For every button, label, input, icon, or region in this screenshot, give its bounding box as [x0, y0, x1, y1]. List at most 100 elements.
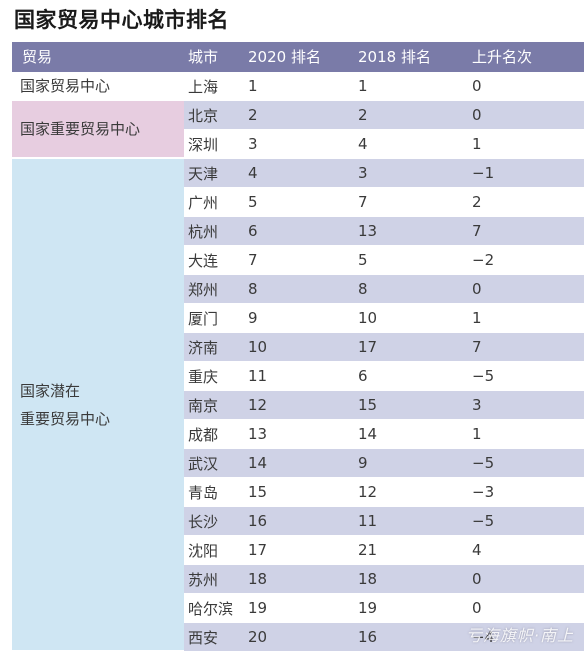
cell-rank-2018: 19	[358, 599, 378, 617]
cell-rank-2018: 2	[358, 106, 368, 124]
cell-rank-2018: 8	[358, 280, 368, 298]
table-row: 济南 10 17 7	[184, 333, 584, 362]
cell-rank-2018: 10	[358, 309, 378, 327]
cell-city: 哈尔滨	[188, 599, 234, 618]
cell-rank-2018: 16	[358, 628, 378, 646]
table-row: 上海 1 1 0	[184, 72, 584, 101]
cell-change: 0	[472, 106, 482, 124]
cell-change: 7	[472, 222, 482, 240]
cell-rank-2018: 6	[358, 367, 368, 385]
table-row: 成都 13 14 1	[184, 420, 584, 449]
cell-rank-2020: 7	[248, 251, 258, 269]
tier-label-line: 国家潜在	[20, 381, 81, 400]
table-row: 杭州 6 13 7	[184, 217, 584, 246]
tier-label: 国家重要贸易中心	[20, 120, 141, 138]
cell-rank-2020: 20	[248, 628, 268, 646]
cell-change: −1	[472, 164, 495, 182]
table-row: 长沙 16 11 −5	[184, 507, 584, 536]
cell-rank-2018: 3	[358, 164, 368, 182]
cell-rank-2020: 16	[248, 512, 268, 530]
cell-city: 郑州	[188, 280, 219, 299]
cell-rank-2018: 5	[358, 251, 368, 269]
header-rank-2020: 2020 排名	[248, 48, 321, 66]
cell-rank-2020: 2	[248, 106, 258, 124]
cell-change: −5	[472, 367, 495, 385]
tier-label-line: 重要贸易中心	[20, 409, 111, 428]
cell-city: 济南	[188, 338, 219, 357]
cell-change: 4	[472, 541, 482, 559]
table-row: 沈阳 17 21 4	[184, 536, 584, 565]
cell-city: 沈阳	[188, 541, 219, 560]
cell-rank-2020: 12	[248, 396, 268, 414]
cell-city: 大连	[188, 251, 219, 270]
cell-city: 苏州	[188, 570, 219, 589]
cell-rank-2018: 1	[358, 77, 368, 95]
cell-rank-2020: 5	[248, 193, 258, 211]
cell-change: 1	[472, 309, 482, 327]
cell-rank-2020: 6	[248, 222, 258, 240]
cell-city: 长沙	[188, 512, 219, 531]
table-row: 厦门 9 10 1	[184, 304, 584, 333]
cell-rank-2018: 21	[358, 541, 378, 559]
cell-rank-2018: 7	[358, 193, 368, 211]
cell-rank-2020: 3	[248, 135, 258, 153]
cell-city: 天津	[188, 164, 219, 183]
table-row: 天津 4 3 −1	[184, 159, 584, 188]
cell-change: 0	[472, 599, 482, 617]
watermark: 亏海旗帜·南上	[465, 626, 574, 645]
cell-city: 深圳	[188, 135, 219, 154]
table-row: 北京 2 2 0	[184, 101, 584, 130]
cell-rank-2018: 15	[358, 396, 378, 414]
cell-city: 厦门	[188, 309, 219, 328]
cell-rank-2018: 4	[358, 135, 368, 153]
cell-city: 杭州	[188, 222, 219, 241]
cell-change: 0	[472, 77, 482, 95]
cell-city: 重庆	[188, 367, 219, 386]
cell-change: −5	[472, 454, 495, 472]
cell-rank-2020: 1	[248, 77, 258, 95]
cell-rank-2018: 12	[358, 483, 378, 501]
table-body: 国家贸易中心 国家重要贸易中心 国家潜在 重要贸易中心 上海 1 1 0 北京 2 2 0 深圳…	[12, 72, 584, 652]
tier-column: 国家贸易中心 国家重要贸易中心 国家潜在 重要贸易中心	[12, 72, 184, 652]
table-row: 苏州 18 18 0	[184, 565, 584, 594]
cell-rank-2020: 19	[248, 599, 268, 617]
tier-national-trade-center: 国家贸易中心	[12, 72, 184, 101]
cell-change: −4	[472, 628, 495, 646]
cell-rank-2020: 8	[248, 280, 258, 298]
cell-city: 北京	[188, 106, 219, 125]
cell-rank-2018: 13	[358, 222, 378, 240]
cell-rank-2020: 4	[248, 164, 258, 182]
cell-change: 0	[472, 570, 482, 588]
cell-rank-2020: 17	[248, 541, 268, 559]
table-row: 大连 7 5 −2	[184, 246, 584, 275]
header-rank-2018: 2018 排名	[358, 48, 431, 66]
table-row: 武汉 14 9 −5	[184, 449, 584, 478]
cell-rank-2018: 17	[358, 338, 378, 356]
tier-national-potential-trade-center: 国家潜在 重要贸易中心	[12, 159, 184, 652]
cell-city: 南京	[188, 396, 219, 415]
cell-rank-2018: 9	[358, 454, 368, 472]
table-row: 西安 20 16 −4	[184, 623, 584, 652]
cell-rank-2020: 10	[248, 338, 268, 356]
table-row: 广州 5 7 2	[184, 188, 584, 217]
cell-city: 上海	[188, 77, 219, 96]
cell-change: −3	[472, 483, 495, 501]
cell-change: 3	[472, 396, 482, 414]
cell-change: 0	[472, 280, 482, 298]
table-row: 哈尔滨 19 19 0	[184, 594, 584, 623]
cell-city: 青岛	[188, 483, 219, 502]
cell-change: −2	[472, 251, 495, 269]
cell-city: 西安	[188, 628, 219, 647]
tier-national-important-trade-center: 国家重要贸易中心	[12, 101, 184, 159]
tier-label-block: 国家潜在 重要贸易中心	[20, 380, 110, 430]
cell-change: 1	[472, 425, 482, 443]
table-row: 深圳 3 4 1	[184, 130, 584, 159]
cell-change: 7	[472, 338, 482, 356]
table-row: 青岛 15 12 −3	[184, 478, 584, 507]
table-row: 重庆 11 6 −5	[184, 362, 584, 391]
page-title: 国家贸易中心城市排名	[14, 8, 229, 32]
cell-rank-2020: 13	[248, 425, 268, 443]
cell-change: 2	[472, 193, 482, 211]
cell-rank-2018: 11	[358, 512, 378, 530]
cell-city: 成都	[188, 425, 219, 444]
